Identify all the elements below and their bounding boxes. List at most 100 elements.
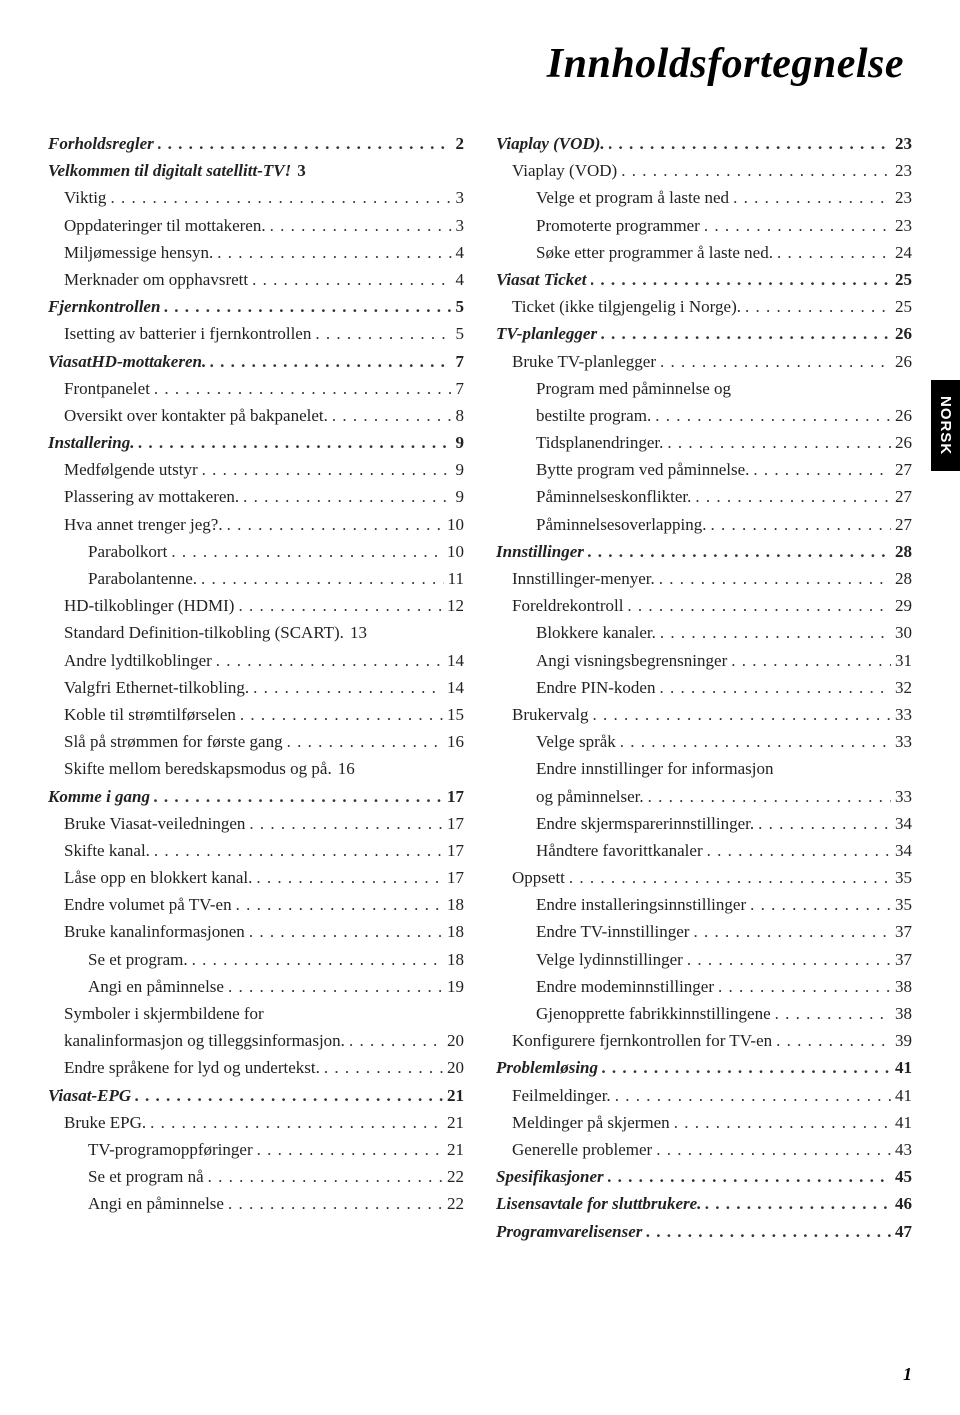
toc-label: Brukervalg: [512, 701, 588, 728]
toc-page: 26: [895, 429, 912, 456]
toc-label: TV-planlegger: [496, 320, 597, 347]
toc-dots: [758, 810, 891, 837]
toc-dots: [591, 266, 891, 293]
toc-dots: [569, 864, 891, 891]
toc-page: 20: [447, 1027, 464, 1054]
toc-label: og påminnelser.: [536, 783, 644, 810]
toc-page: 41: [895, 1109, 912, 1136]
toc-page: 47: [895, 1218, 912, 1245]
toc-page: 9: [456, 429, 465, 456]
toc-entry: Bruke kanalinformasjonen18: [48, 918, 464, 945]
toc-page: 41: [895, 1082, 912, 1109]
toc-entry: Endre språkene for lyd og undertekst.20: [48, 1054, 464, 1081]
toc-dots: [154, 375, 452, 402]
toc-entry: Endre volumet på TV-en18: [48, 891, 464, 918]
toc-label: Merknader om opphavsrett: [64, 266, 248, 293]
toc-entry: Lisensavtale for sluttbrukere.46: [496, 1190, 912, 1217]
toc-dots: [240, 701, 443, 728]
toc-entry: Velge et program å laste ned23: [496, 184, 912, 211]
toc-label: HD-tilkoblinger (HDMI): [64, 592, 234, 619]
toc-dots: [315, 320, 451, 347]
toc-label: Installering.: [48, 429, 134, 456]
toc-page: 22: [447, 1190, 464, 1217]
toc-label: Hva annet trenger jeg?.: [64, 511, 223, 538]
toc-dots: [154, 783, 443, 810]
toc-entry: Angi visningsbegrensninger31: [496, 647, 912, 674]
toc-entry: Frontpanelet7: [48, 375, 464, 402]
toc-dots: [349, 1027, 443, 1054]
toc-dots: [217, 239, 451, 266]
toc-entry: Endre skjermsparerinnstillinger.34: [496, 810, 912, 837]
toc-page: 32: [895, 674, 912, 701]
toc-label: Forholdsregler: [48, 130, 154, 157]
toc-label: Velkommen til digitalt satellitt-TV!: [48, 157, 291, 184]
toc-label: Slå på strømmen for første gang: [64, 728, 283, 755]
toc-dots: [216, 647, 443, 674]
toc-label: Promoterte programmer: [536, 212, 700, 239]
toc-page: 12: [447, 592, 464, 619]
toc-label: Tidsplanendringer.: [536, 429, 663, 456]
toc-dots: [192, 946, 443, 973]
toc-dots: [154, 837, 443, 864]
toc-label: Oppsett: [512, 864, 565, 891]
toc-entry: Velge språk33: [496, 728, 912, 755]
toc-page: 14: [447, 674, 464, 701]
toc-page: 4: [456, 266, 465, 293]
toc-page: 4: [456, 239, 465, 266]
toc-label: Valgfri Ethernet-tilkobling.: [64, 674, 249, 701]
toc-entry: Generelle problemer43: [496, 1136, 912, 1163]
toc-page: 37: [895, 918, 912, 945]
toc-entry: Tidsplanendringer. 26: [496, 429, 912, 456]
toc-page: 20: [447, 1054, 464, 1081]
toc-dots: [660, 348, 891, 375]
toc-dots: [705, 1190, 891, 1217]
toc-dots: [138, 429, 451, 456]
toc-dots: [733, 184, 891, 211]
toc-label: Ticket (ikke tilgjengelig i Norge).: [512, 293, 741, 320]
toc-page: 38: [895, 1000, 912, 1027]
toc-label: Velge språk: [536, 728, 616, 755]
toc-label: Feilmeldinger.: [512, 1082, 611, 1109]
toc-entry: Viktig3: [48, 184, 464, 211]
toc-entry: Endre installeringsinnstillinger35: [496, 891, 912, 918]
toc-label: Endre innstillinger for informasjon: [536, 755, 773, 782]
toc-entry: Standard Definition-tilkobling (SCART).1…: [48, 619, 464, 646]
toc-dots: [253, 674, 443, 701]
toc-page: 10: [447, 511, 464, 538]
toc-entry: Velkommen til digitalt satellitt-TV!3: [48, 157, 464, 184]
toc-page: 21: [447, 1082, 464, 1109]
toc-dots: [620, 728, 891, 755]
toc-entry: Innstillinger-menyer.28: [496, 565, 912, 592]
toc-page: 19: [447, 973, 464, 1000]
toc-entry: Påminnelseskonflikter.27: [496, 483, 912, 510]
toc-entry: bestilte program.26: [496, 402, 912, 429]
toc-label: Søke etter programmer å laste ned.: [536, 239, 773, 266]
toc-label: Foreldrekontroll: [512, 592, 623, 619]
toc-entry: Innstillinger28: [496, 538, 912, 565]
toc-dots: [252, 266, 451, 293]
toc-entry: Oppdateringer til mottakeren.3: [48, 212, 464, 239]
toc-page: 23: [895, 157, 912, 184]
toc-dots: [655, 402, 891, 429]
toc-entry: Parabolantenne.11: [48, 565, 464, 592]
toc-dots: [710, 511, 891, 538]
toc-dots: [171, 538, 443, 565]
toc-label: Blokkere kanaler.: [536, 619, 656, 646]
toc-dots: [270, 212, 452, 239]
toc-dots: [202, 456, 452, 483]
toc-label: Programvarelisenser: [496, 1218, 642, 1245]
toc-dots: [238, 592, 443, 619]
toc-label: Standard Definition-tilkobling (SCART).: [64, 619, 344, 646]
toc-page: 23: [895, 184, 912, 211]
toc-entry: Skifte mellom beredskapsmodus og på.16: [48, 755, 464, 782]
toc-entry: Symboler i skjermbildene for: [48, 1000, 464, 1027]
toc-entry: TV-planlegger26: [496, 320, 912, 347]
toc-entry: Miljømessige hensyn.4: [48, 239, 464, 266]
toc-page: 28: [895, 565, 912, 592]
toc-page: 33: [895, 783, 912, 810]
toc-page: 35: [895, 891, 912, 918]
toc-entry: Låse opp en blokkert kanal.17: [48, 864, 464, 891]
toc-dots: [745, 293, 891, 320]
toc-label: Program med påminnelse og: [536, 375, 731, 402]
toc-entry: Promoterte programmer23: [496, 212, 912, 239]
